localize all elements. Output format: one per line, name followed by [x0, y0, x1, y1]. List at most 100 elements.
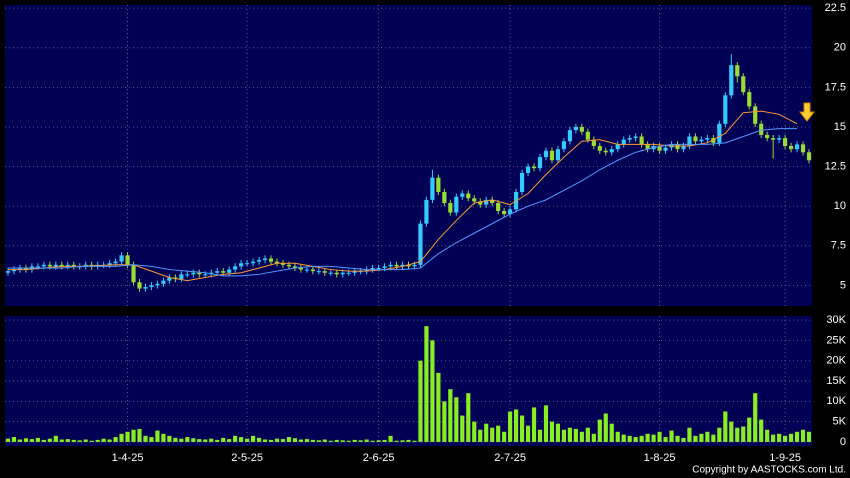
candle-body — [765, 134, 770, 139]
candle-body — [340, 272, 345, 275]
volume-bar — [221, 437, 226, 442]
candle-body — [304, 269, 309, 271]
candle-body — [472, 198, 477, 202]
volume-bar — [591, 433, 596, 442]
candle-body — [161, 280, 166, 284]
candle-body — [400, 264, 405, 267]
volume-bar — [669, 430, 674, 442]
volume-bar — [215, 439, 220, 442]
candle-body — [783, 138, 788, 146]
candle-body — [657, 145, 662, 151]
volume-bar — [627, 435, 632, 442]
y-tick-label: 15 — [834, 121, 846, 133]
candle-body — [466, 193, 471, 199]
y-tick-label: 7.5 — [831, 240, 846, 252]
candle-body — [693, 136, 698, 142]
volume-bar — [806, 431, 812, 442]
volume-bar — [65, 439, 70, 442]
volume-bar — [615, 431, 620, 442]
volume-bar — [490, 427, 495, 442]
x-tick-label: 2-6-25 — [363, 452, 395, 464]
candle-body — [394, 264, 399, 267]
candle-body — [496, 203, 501, 211]
candle-body — [310, 269, 315, 272]
volume-bar — [699, 433, 704, 442]
candle-body — [478, 201, 483, 205]
y-tick-label: 30K — [826, 314, 846, 326]
candle-body — [352, 271, 357, 273]
candle-body — [227, 269, 232, 273]
volume-bar — [442, 401, 447, 442]
candle-body — [107, 263, 112, 265]
volume-bar — [376, 440, 381, 442]
candle-body — [508, 209, 513, 215]
candle-body — [573, 126, 578, 131]
candle-body — [113, 261, 118, 264]
volume-bar — [125, 431, 130, 442]
volume-bar — [83, 439, 88, 442]
candle-body — [741, 76, 746, 93]
volume-bar — [17, 439, 23, 442]
candle-body — [406, 264, 411, 267]
volume-bar — [256, 437, 262, 442]
candle-body — [418, 223, 423, 265]
volume-bar — [687, 427, 692, 442]
candle-body — [328, 272, 333, 274]
y-tick-label: 0 — [840, 436, 846, 448]
volume-bar — [663, 437, 668, 442]
candle-body — [256, 260, 262, 262]
candle-body — [609, 149, 614, 153]
candle-body — [675, 144, 680, 150]
candle-body — [711, 138, 716, 143]
candle-body — [11, 269, 17, 272]
volume-bar — [729, 421, 734, 442]
candle-body — [131, 264, 136, 283]
candle-body — [663, 147, 668, 151]
volume-bar — [543, 405, 549, 442]
candle-body — [388, 264, 393, 267]
volume-bar — [89, 440, 94, 442]
candle-body — [777, 138, 782, 140]
candle-body — [567, 130, 572, 142]
candle-body — [555, 149, 561, 161]
y-tick-label: 5 — [840, 279, 846, 291]
y-tick-label: 5K — [833, 416, 847, 428]
candle-body — [143, 286, 148, 289]
volume-bar — [41, 439, 46, 442]
candle-body — [627, 138, 632, 140]
volume-bar — [239, 437, 244, 442]
candle-body — [687, 136, 692, 146]
x-tick-label: 1-8-25 — [644, 452, 676, 464]
candle-body — [800, 144, 806, 153]
volume-bar — [561, 429, 567, 442]
volume-bar — [418, 360, 423, 442]
volume-bar — [466, 393, 471, 442]
volume-bar — [59, 439, 64, 442]
volume-bar — [5, 438, 11, 442]
volume-bar — [633, 437, 638, 442]
volume-bar — [352, 439, 357, 442]
candle-body — [424, 199, 429, 224]
volume-bar — [173, 437, 178, 442]
candle-body — [41, 264, 46, 267]
volume-bar — [478, 429, 483, 442]
candle-body — [286, 264, 292, 267]
candle-body — [753, 106, 758, 124]
volume-bar — [460, 415, 465, 442]
volume-bar — [537, 429, 543, 442]
candle-body — [71, 264, 76, 267]
x-tick-label: 2-7-25 — [494, 452, 526, 464]
volume-bar — [191, 438, 196, 442]
volume-bar — [77, 440, 82, 442]
volume-bar — [388, 435, 393, 442]
volume-bar — [496, 425, 501, 442]
volume-bar — [717, 427, 722, 442]
volume-bar — [167, 435, 172, 442]
candle-body — [370, 267, 375, 270]
candle-body — [717, 123, 722, 143]
candle-body — [735, 65, 740, 77]
candle-body — [723, 95, 728, 124]
candle-body — [537, 157, 543, 169]
volume-bar — [358, 440, 363, 442]
candle-body — [525, 166, 531, 173]
